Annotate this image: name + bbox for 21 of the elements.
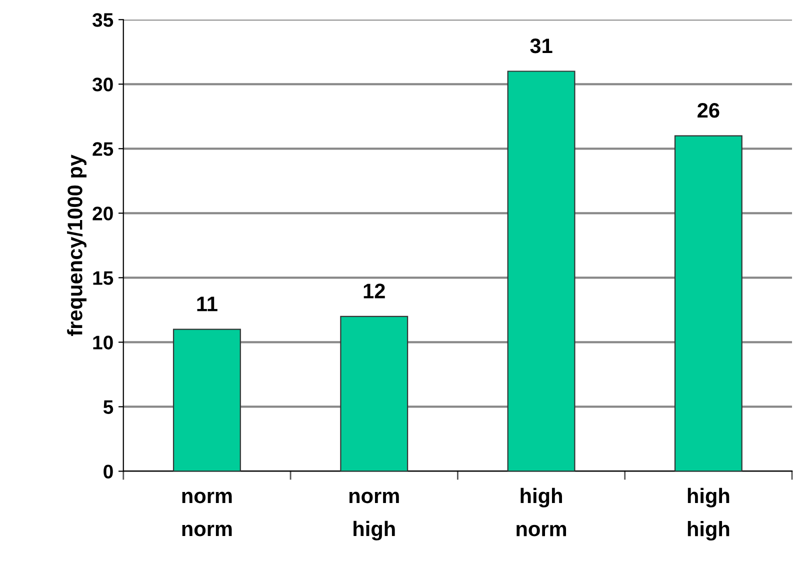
bar: [507, 70, 576, 472]
bar: [172, 328, 241, 472]
y-tick-label: 25: [92, 142, 114, 156]
x-tick-label: high high: [688, 488, 730, 541]
y-tick-label: 20: [92, 206, 113, 220]
x-tick-label: norm norm: [182, 492, 232, 536]
y-tick-label: 5: [103, 400, 114, 414]
y-tick-label: 30: [92, 78, 113, 92]
data-label: 31: [530, 38, 552, 54]
bar: [674, 135, 742, 472]
x-tick-label: norm high: [349, 492, 399, 540]
y-tick-label: 0: [104, 464, 113, 478]
data-label: 11: [197, 296, 218, 312]
data-label: 12: [364, 284, 385, 298]
y-tick-label: 35: [92, 13, 114, 27]
y-tick-label: 10: [93, 336, 113, 350]
bar: [340, 316, 408, 472]
data-label: 26: [698, 103, 720, 118]
x-tick-label: high norm: [516, 488, 566, 536]
y-tick-label: 15: [93, 271, 114, 285]
y-axis-title: frequency/1000 py: [67, 154, 86, 336]
